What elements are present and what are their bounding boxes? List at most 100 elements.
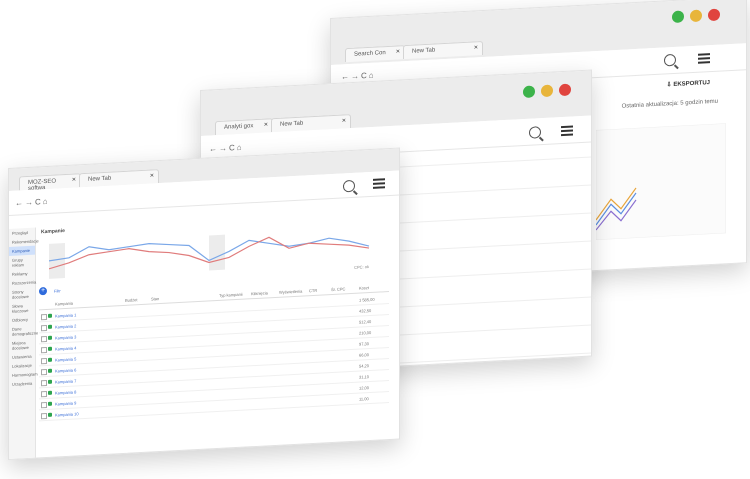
row-checkbox[interactable] <box>41 335 47 343</box>
status-icon <box>48 390 52 395</box>
close-tab-icon[interactable]: × <box>395 48 400 56</box>
status-icon <box>48 335 52 340</box>
status-icon <box>48 401 52 406</box>
close-tab-icon[interactable]: × <box>149 172 154 180</box>
campaign-cost: 432,50 <box>359 307 372 314</box>
row-checkbox[interactable] <box>41 401 47 409</box>
close-dot[interactable] <box>559 83 571 97</box>
nav-buttons[interactable]: ←→C⌂ <box>341 70 376 82</box>
window-controls <box>523 83 571 99</box>
menu-icon[interactable] <box>698 51 710 66</box>
campaign-cost: 512,40 <box>359 318 372 325</box>
campaign-name[interactable]: Kampania 8 <box>55 389 77 396</box>
row-checkbox[interactable] <box>41 412 47 420</box>
search-icon[interactable] <box>343 179 355 193</box>
close-tab-icon[interactable]: × <box>263 121 268 129</box>
chart-line-blue <box>49 237 370 262</box>
campaign-name[interactable]: Kampania 7 <box>55 378 77 385</box>
campaign-cost: 54,20 <box>359 363 370 369</box>
campaign-cost: 66,00 <box>359 352 370 358</box>
close-tab-icon[interactable]: × <box>71 176 76 184</box>
campaign-name[interactable]: Kampania 3 <box>55 334 77 341</box>
tab-label: Search Con <box>354 50 386 58</box>
filter-label[interactable]: Filtr <box>54 288 61 294</box>
sidebar-item[interactable]: Urządzenia <box>12 380 33 387</box>
tab-label: New Tab <box>88 175 112 183</box>
col-impressions[interactable]: Wyświetlenia <box>279 288 303 295</box>
campaign-name[interactable]: Kampania 10 <box>55 411 79 418</box>
row-checkbox[interactable] <box>41 346 47 354</box>
col-status[interactable]: Stan <box>151 296 160 302</box>
close-tab-icon[interactable]: × <box>341 117 346 125</box>
sidebar-item[interactable]: Dane demograficzne <box>12 326 39 337</box>
row-checkbox[interactable] <box>41 357 47 365</box>
sidebar-item[interactable]: Strony docelowe <box>12 289 29 300</box>
export-button[interactable]: ⇩ EKSPORTUJ <box>666 80 710 89</box>
row-checkbox[interactable] <box>41 379 47 387</box>
minimize-dot[interactable] <box>523 85 535 99</box>
close-tab-icon[interactable]: × <box>473 44 478 52</box>
status-icon <box>48 379 52 384</box>
sidebar-item[interactable]: Słowa kluczowe <box>12 303 29 314</box>
col-clicks[interactable]: Kliknięcia <box>251 290 268 297</box>
tab-search-console[interactable]: Search Con × <box>345 45 405 63</box>
nav-buttons[interactable]: ←→C⌂ <box>209 142 244 154</box>
menu-icon[interactable] <box>373 176 385 191</box>
row-checkbox[interactable] <box>41 368 47 376</box>
performance-chart <box>49 234 370 279</box>
search-icon[interactable] <box>664 53 676 67</box>
campaign-cost: 31,10 <box>359 374 370 380</box>
campaign-name[interactable]: Kampania 6 <box>55 367 77 374</box>
row-checkbox[interactable] <box>41 390 47 398</box>
window-controls <box>672 8 720 24</box>
campaign-name[interactable]: Kampania 2 <box>55 323 77 330</box>
col-type[interactable]: Typ kampanii <box>219 291 243 298</box>
status-icon <box>48 357 52 362</box>
campaign-cost: 11,00 <box>359 396 369 402</box>
maximize-dot[interactable] <box>541 84 553 98</box>
status-text: Ostatnia aktualizacja: 5 godzin temu <box>621 98 718 110</box>
search-icon[interactable] <box>529 126 541 139</box>
row-checkbox[interactable] <box>41 313 47 321</box>
sidebar-item[interactable]: Miejsca docelowe <box>12 340 29 351</box>
row-checkbox[interactable] <box>41 324 47 332</box>
nav-buttons[interactable]: ←→C⌂ <box>15 196 50 208</box>
export-label: EKSPORTUJ <box>673 80 710 89</box>
col-campaign[interactable]: Kampania <box>55 300 74 307</box>
page-title: Kampanie <box>41 228 65 236</box>
maximize-dot[interactable] <box>690 9 702 23</box>
status-icon <box>48 324 52 329</box>
campaign-cost: 1 585,00 <box>359 296 375 303</box>
minimize-dot[interactable] <box>672 10 684 24</box>
status-icon <box>48 368 52 373</box>
back-chart-line-blue <box>596 192 637 226</box>
campaign-cost: 210,00 <box>359 329 372 336</box>
campaign-cost: 97,30 <box>359 341 370 347</box>
menu-icon[interactable] <box>561 123 573 138</box>
chart-footer: CPC: ok <box>354 264 369 270</box>
status-icon <box>48 412 52 417</box>
tab-label: Analyti gox <box>224 123 254 131</box>
status-icon <box>48 346 52 351</box>
col-cost[interactable]: Koszt <box>359 285 370 291</box>
close-dot[interactable] <box>708 8 720 22</box>
status-icon <box>48 313 52 318</box>
tab-label: New Tab <box>412 47 436 55</box>
col-ctr[interactable]: CTR <box>309 287 318 294</box>
campaign-name[interactable]: Kampania 1 <box>55 312 77 319</box>
campaign-name[interactable]: Kampania 9 <box>55 400 77 407</box>
sidebar: Przegląd Rekomendacje Kampanie Grupy rek… <box>9 227 39 459</box>
campaign-name[interactable]: Kampania 4 <box>55 345 77 352</box>
front-browser-window: MOZ-SEO softwa× New Tab× ←→C⌂ Przegląd R… <box>8 147 400 460</box>
sidebar-item[interactable]: Grupy reklam <box>12 257 25 268</box>
campaign-cost: 12,00 <box>359 385 370 391</box>
col-budget[interactable]: Budżet <box>125 297 138 303</box>
campaign-name[interactable]: Kampania 5 <box>55 356 77 363</box>
back-chart-line-purple <box>596 199 637 231</box>
tab-new[interactable]: New Tab × <box>403 40 483 60</box>
campaign-table: Kampania 1 1 585,00 Kampania 2 432,50 Ka… <box>39 293 389 457</box>
col-cpc[interactable]: Śr. CPC <box>331 286 346 293</box>
chart-highlight-mid <box>209 234 225 271</box>
add-button[interactable]: + <box>39 286 47 296</box>
back-chart-line-orange <box>596 187 637 221</box>
